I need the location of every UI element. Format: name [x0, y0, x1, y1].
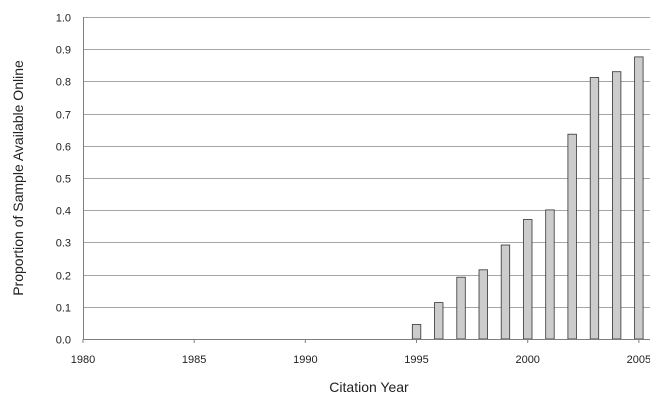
x-tick-label-1: 1985: [182, 354, 206, 366]
y-tick-label-4: 0.4: [56, 206, 71, 218]
bar-1999: [500, 244, 511, 340]
bar-1998: [478, 269, 488, 340]
bar-1996: [434, 302, 444, 340]
x-tick-label-3: 1995: [404, 354, 428, 366]
y-tick-label-3: 0.3: [56, 238, 71, 250]
y-tick-label-1: 0.1: [56, 303, 71, 315]
bar-1995: [411, 324, 422, 340]
y-tick-labels: 0.0 0.1 0.2 0.3 0.4 0.5 0.6 0.7 0.8 0.9 1.0: [56, 13, 71, 347]
bars: [411, 56, 644, 340]
y-tick-label-8: 0.8: [56, 77, 71, 89]
bar-2003: [589, 77, 600, 340]
bar-2000: [523, 219, 533, 340]
bar-2001: [545, 209, 555, 340]
axes: [82, 17, 650, 343]
x-tick-label-4: 2000: [515, 354, 539, 366]
x-axis-title: Citation Year: [329, 379, 409, 395]
y-tick-label-9: 0.9: [56, 45, 71, 57]
x-tick-label-5: 2005: [627, 354, 650, 366]
gridlines: [83, 17, 650, 340]
x-tick-label-0: 1980: [71, 354, 95, 366]
x-tick-labels: 1980 1985 1990 1995 2000 2005: [71, 354, 650, 366]
y-tick-label-2: 0.2: [56, 271, 71, 283]
y-tick-label-5: 0.5: [56, 174, 71, 186]
y-tick-label-0: 0.0: [56, 335, 71, 347]
y-axis-title: Proportion of Sample Available Online: [10, 60, 26, 296]
bar-2005: [634, 56, 644, 340]
bar-2002: [567, 133, 577, 340]
bar-1997: [456, 276, 466, 340]
x-tick-label-2: 1990: [293, 354, 317, 366]
y-tick-label-6: 0.6: [56, 142, 71, 154]
y-tick-label-7: 0.7: [56, 110, 71, 122]
bar-2004: [612, 71, 622, 340]
y-tick-label-10: 1.0: [56, 13, 71, 25]
